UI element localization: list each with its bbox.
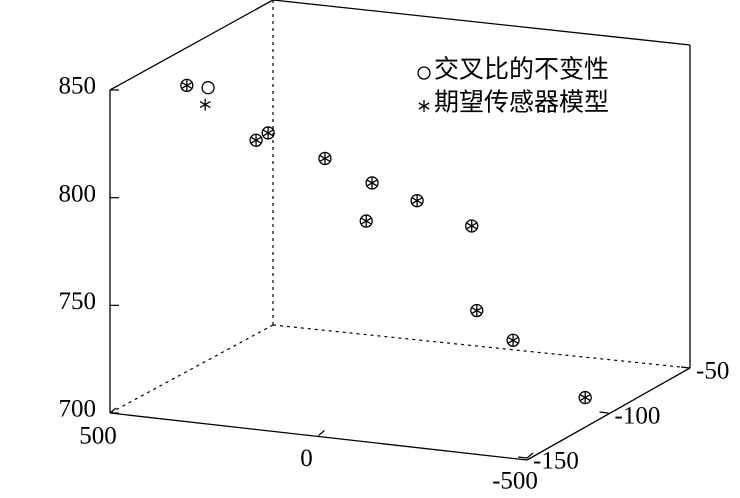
y-tick bbox=[599, 411, 609, 414]
box-edge bbox=[109, 324, 274, 414]
point bbox=[360, 215, 372, 228]
x-tick-label: -500 bbox=[492, 468, 538, 495]
z-tick-label: 850 bbox=[59, 73, 97, 100]
box-edge bbox=[272, 0, 691, 46]
x-tick-label: 0 bbox=[300, 445, 313, 472]
x-axis bbox=[109, 412, 528, 461]
y-tick-label: -150 bbox=[533, 448, 579, 475]
point bbox=[579, 391, 591, 404]
legend-marker bbox=[418, 100, 430, 112]
point bbox=[319, 152, 331, 165]
point bbox=[507, 334, 519, 347]
axes-box bbox=[109, 0, 691, 461]
x-tick bbox=[318, 430, 325, 436]
legend-label: 交叉比的不变性 bbox=[434, 56, 609, 84]
legend-marker bbox=[417, 66, 431, 80]
y-tick bbox=[517, 456, 528, 459]
z-tick-label: 700 bbox=[59, 396, 97, 423]
box-edge bbox=[109, 0, 274, 91]
point bbox=[250, 134, 262, 147]
point bbox=[199, 98, 211, 111]
legend-label: 期望传感器模型 bbox=[434, 89, 609, 117]
z-tick-label: 750 bbox=[59, 288, 97, 315]
point bbox=[262, 126, 274, 139]
box-edge bbox=[272, 324, 691, 369]
x-tick-label: 500 bbox=[79, 423, 117, 450]
x-tick bbox=[109, 407, 117, 414]
point bbox=[201, 81, 215, 95]
y-tick-label: -50 bbox=[696, 358, 729, 385]
y-tick-label: -100 bbox=[615, 403, 661, 430]
y-axis bbox=[526, 367, 691, 461]
point bbox=[471, 304, 483, 317]
z-tick-label: 800 bbox=[59, 180, 97, 207]
point bbox=[181, 79, 193, 92]
x-tick bbox=[526, 452, 534, 459]
point bbox=[411, 194, 423, 207]
point bbox=[466, 219, 478, 232]
point bbox=[366, 176, 378, 189]
y-tick bbox=[680, 366, 691, 369]
